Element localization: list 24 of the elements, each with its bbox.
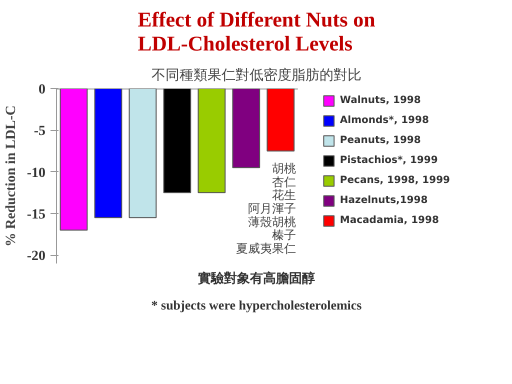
annotation: 花生 — [272, 188, 296, 202]
legend-label: Peanuts, 1998 — [340, 134, 421, 147]
text: 實驗對象有高膽固醇 — [198, 270, 315, 286]
chart-title: Effect of Different Nuts on LDL-Cholesterol Levels — [138, 8, 376, 56]
legend-label: Pistachios*, 1999 — [340, 154, 438, 167]
y-tick-label: -20 — [26, 249, 46, 264]
legend-label: Pecans, 1998, 1999 — [340, 174, 450, 187]
annotation: 杏仁 — [272, 174, 296, 189]
y-tick-label: -15 — [26, 208, 46, 222]
annotation: 薄殼胡桃 — [248, 214, 296, 229]
legend-label: Macadamia, 1998 — [340, 214, 439, 227]
legend-label: Walnuts, 1998 — [340, 94, 421, 107]
legend-label: Hazelnuts,1998 — [340, 194, 428, 207]
annotation: 阿月渾子 — [248, 202, 296, 216]
annotation: 榛子 — [272, 228, 296, 242]
text: * subjects were hypercholesterolemics — [151, 298, 362, 312]
y-axis-title: % Reduction in LDL-C — [4, 105, 19, 247]
y-tick-label: -10 — [26, 166, 46, 181]
annotation: 夏威夷果仁 — [236, 242, 296, 256]
y-tick-label: 0 — [38, 82, 46, 98]
chart-subtitle: 不同種類果仁對低密度脂肪的對比 — [152, 68, 362, 84]
annotation: 胡桃 — [272, 162, 296, 176]
y-tick-label: -5 — [34, 124, 46, 140]
legend-label: Almonds*, 1998 — [340, 114, 429, 127]
